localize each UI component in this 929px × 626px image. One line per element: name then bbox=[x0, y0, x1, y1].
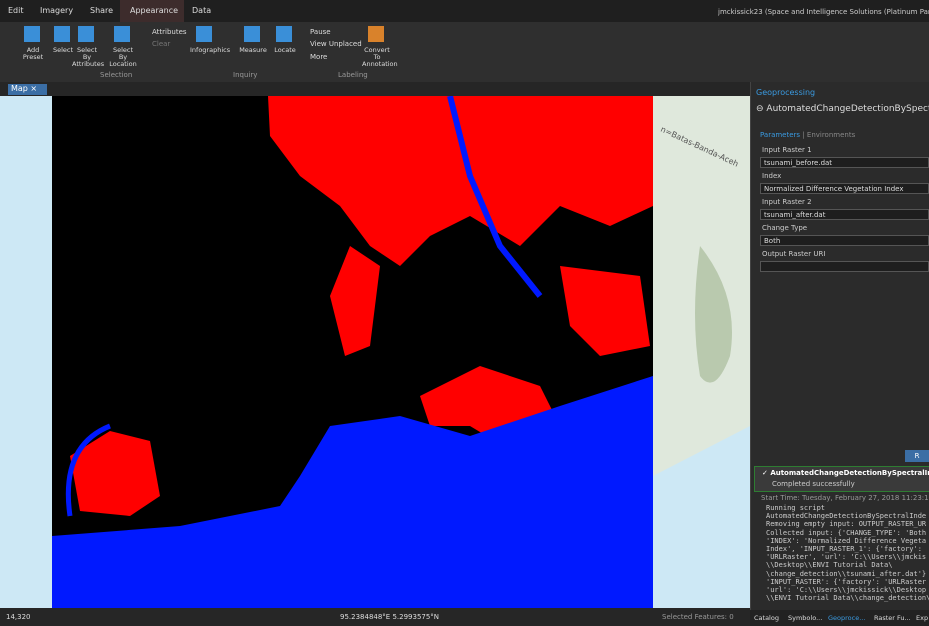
pane-tab[interactable]: Catalog bbox=[754, 614, 779, 622]
tool-title: ⊖ AutomatedChangeDetectionBySpectra bbox=[756, 104, 929, 114]
ribbon-tab[interactable]: Appearance bbox=[130, 6, 179, 15]
param-input[interactable]: Both bbox=[760, 235, 929, 246]
terrain bbox=[695, 246, 732, 383]
param-label: Input Raster 2 bbox=[762, 198, 812, 206]
button-icon bbox=[244, 26, 260, 42]
user-name[interactable]: jmckissick23 (Space and Intelligence Sol… bbox=[718, 8, 929, 16]
log-line: Index', 'INPUT_RASTER_1': {'factory': bbox=[766, 545, 922, 554]
group-label: Inquiry bbox=[233, 71, 258, 79]
group-label: Labeling bbox=[338, 71, 368, 79]
message-title: ✓ AutomatedChangeDetectionBySpectralInde… bbox=[762, 469, 929, 477]
parameters-tab[interactable]: Parameters bbox=[760, 131, 801, 139]
map-tab-title: Map bbox=[11, 84, 28, 93]
param-input[interactable] bbox=[760, 261, 929, 272]
pane-tabs: Parameters | Environments bbox=[760, 131, 856, 139]
log-line: \change_detection\\tsunami_after.dat'} bbox=[766, 569, 927, 578]
param-label: Output Raster URI bbox=[762, 250, 826, 258]
change-blue bbox=[52, 376, 653, 608]
ribbon-button[interactable]: Select By Attributes bbox=[72, 46, 105, 68]
scale[interactable]: 14,320 bbox=[6, 613, 31, 621]
ribbon-button[interactable]: Measure bbox=[239, 46, 267, 54]
message-status: Completed successfully bbox=[772, 480, 855, 488]
button-icon bbox=[196, 26, 212, 42]
geoprocessing-pane bbox=[750, 82, 929, 612]
log-line: 'INDEX': 'Normalized Difference Vegeta bbox=[766, 536, 927, 545]
log-line: Collected input: {'CHANGE_TYPE': 'Both bbox=[766, 528, 927, 537]
run-button[interactable]: R bbox=[905, 450, 929, 462]
param-input[interactable]: Normalized Difference Vegetation Index bbox=[760, 183, 929, 194]
coordinates: 95.2384848°E 5.2993575°N bbox=[340, 613, 440, 621]
message-box bbox=[754, 466, 929, 492]
status-bar bbox=[0, 608, 750, 626]
ribbon-button[interactable]: Convert To Annotation bbox=[362, 46, 398, 68]
log-line: 'url': 'C:\\Users\\jmckissick\\Desktop bbox=[766, 586, 927, 595]
log-line: \\Desktop\\ENVI Tutorial Data\ bbox=[766, 561, 893, 570]
param-label: Change Type bbox=[762, 224, 808, 232]
button-icon bbox=[78, 26, 94, 42]
selected-features: Selected Features: 0 bbox=[662, 613, 734, 621]
map-tab-bar bbox=[0, 82, 750, 96]
ribbon-button[interactable]: Add Preset bbox=[22, 46, 44, 61]
log: Running script AutomatedChangeDetectionBy… bbox=[766, 504, 929, 602]
ribbon-tab[interactable]: Edit bbox=[8, 6, 24, 15]
pane-tab[interactable]: Raster Fu... bbox=[874, 614, 911, 622]
tool-result: AutomatedChangeDetectionBySpectralIndex bbox=[770, 469, 929, 477]
map-view[interactable]: n=Batas-Banda-Aceh bbox=[0, 96, 750, 608]
change-red bbox=[268, 96, 653, 266]
start-time: Start Time: Tuesday, February 27, 2018 1… bbox=[761, 494, 929, 502]
ribbon-tab[interactable]: Share bbox=[90, 6, 114, 15]
pane-header: Geoprocessing bbox=[756, 88, 816, 97]
param-input[interactable]: tsunami_after.dat bbox=[760, 209, 929, 220]
log-line: Running script bbox=[766, 504, 826, 512]
tool-name: AutomatedChangeDetectionBySpectra bbox=[766, 104, 929, 114]
button-icon bbox=[54, 26, 70, 42]
environments-tab[interactable]: Environments bbox=[806, 131, 856, 139]
button-icon bbox=[368, 26, 384, 42]
change-blue bbox=[65, 423, 111, 517]
log-line: 'INPUT_RASTER': {'factory': 'URLRaster bbox=[766, 577, 927, 586]
ribbon-button[interactable]: Infographics bbox=[190, 46, 231, 54]
ribbon-tab[interactable]: Data bbox=[192, 6, 212, 15]
ribbon-button[interactable]: More bbox=[310, 53, 328, 61]
ribbon-button[interactable]: Select By Location bbox=[109, 46, 137, 68]
tab-bar bbox=[0, 0, 929, 22]
ribbon-tab[interactable]: Imagery bbox=[40, 6, 74, 15]
active-tab-bg bbox=[120, 0, 184, 22]
ribbon-button[interactable]: View Unplaced bbox=[310, 40, 362, 48]
change-red bbox=[560, 266, 650, 356]
group-label: Selection bbox=[100, 71, 133, 79]
pane-tab[interactable]: Geoproce... bbox=[828, 614, 866, 622]
ribbon-button[interactable]: Clear bbox=[152, 40, 171, 48]
log-line: AutomatedChangeDetectionBySpectralInde bbox=[766, 512, 927, 521]
button-icon bbox=[114, 26, 130, 42]
ribbon-button[interactable]: Select bbox=[52, 46, 74, 54]
ribbon-button[interactable]: Attributes bbox=[152, 28, 187, 36]
bottom-tab-bar bbox=[750, 610, 929, 626]
log-line: Removing empty input: OUTPUT_RASTER_UR bbox=[766, 520, 927, 529]
button-icon bbox=[24, 26, 40, 42]
param-input[interactable]: tsunami_before.dat bbox=[760, 157, 929, 168]
pane-tab[interactable]: Symbolo... bbox=[788, 614, 823, 622]
log-line: \\ENVI Tutorial Data\\change_detection\ bbox=[766, 594, 929, 603]
map-tab[interactable]: Map × bbox=[8, 84, 47, 95]
change-red bbox=[70, 431, 160, 516]
water bbox=[0, 96, 52, 608]
pane-tab[interactable]: Exp bbox=[916, 614, 929, 622]
change-blue bbox=[447, 96, 543, 298]
param-label: Input Raster 1 bbox=[762, 146, 812, 154]
ribbon bbox=[0, 22, 929, 82]
sea bbox=[653, 426, 750, 608]
button-icon bbox=[276, 26, 292, 42]
param-label: Index bbox=[762, 172, 782, 180]
ribbon-button[interactable]: Locate bbox=[274, 46, 296, 54]
log-line: 'URLRaster', 'url': 'C:\\Users\\jmckis bbox=[766, 553, 927, 562]
ribbon-button[interactable]: Pause bbox=[310, 28, 331, 36]
change-red bbox=[330, 246, 380, 356]
